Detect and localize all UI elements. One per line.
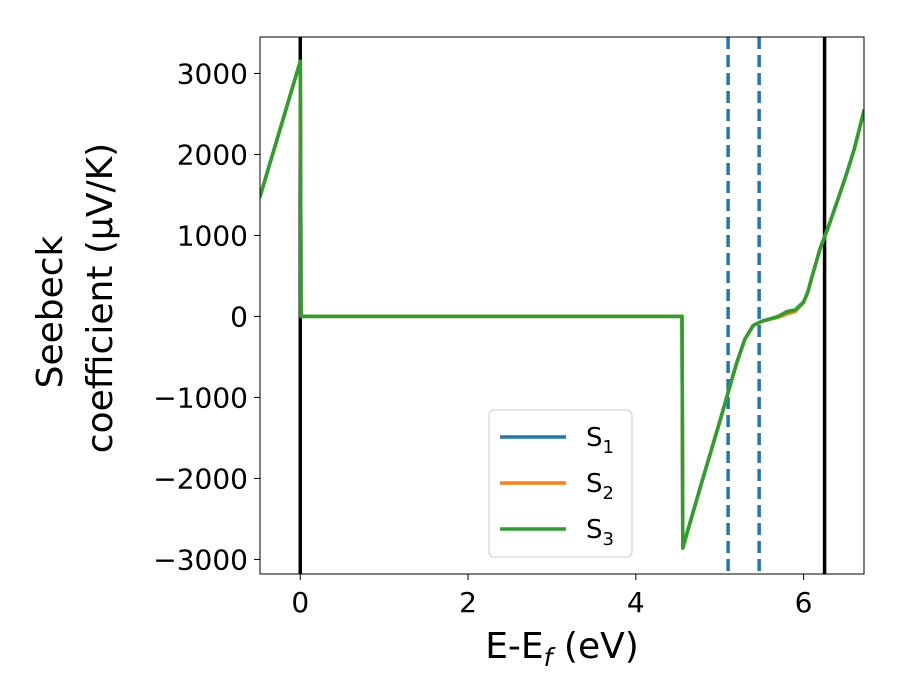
y-tick-label: 2000	[177, 138, 248, 171]
series-lines	[260, 59, 864, 550]
y-tick-label: −3000	[153, 543, 248, 576]
legend: S1 S2 S3	[488, 409, 633, 558]
x-tick-label: 4	[627, 586, 645, 619]
legend-label-1: S1	[586, 423, 614, 458]
x-tick-label: 6	[795, 586, 813, 619]
y-tick-label: −1000	[153, 381, 248, 414]
x-tick-label: 0	[291, 586, 309, 619]
y-tick-label: 3000	[177, 57, 248, 90]
x-axis-label: E-Ef (eV)	[485, 626, 639, 672]
series-line-3	[260, 59, 864, 550]
y-tick-label: 0	[230, 300, 248, 333]
plot-frame	[259, 36, 865, 575]
axis-ticks: 0 2 4 6 −3000 −2000 −1000 0 1000 2000 3000	[153, 57, 812, 619]
legend-label-2: S2	[586, 469, 614, 504]
y-tick-label: 1000	[177, 219, 248, 252]
y-axis-label-line2: coefficient (μV/K)	[80, 143, 121, 453]
x-tick-label: 2	[459, 586, 477, 619]
y-axis-label-line1: Seebeck	[30, 235, 71, 388]
legend-label-3: S3	[586, 515, 614, 550]
y-tick-label: −2000	[153, 462, 248, 495]
